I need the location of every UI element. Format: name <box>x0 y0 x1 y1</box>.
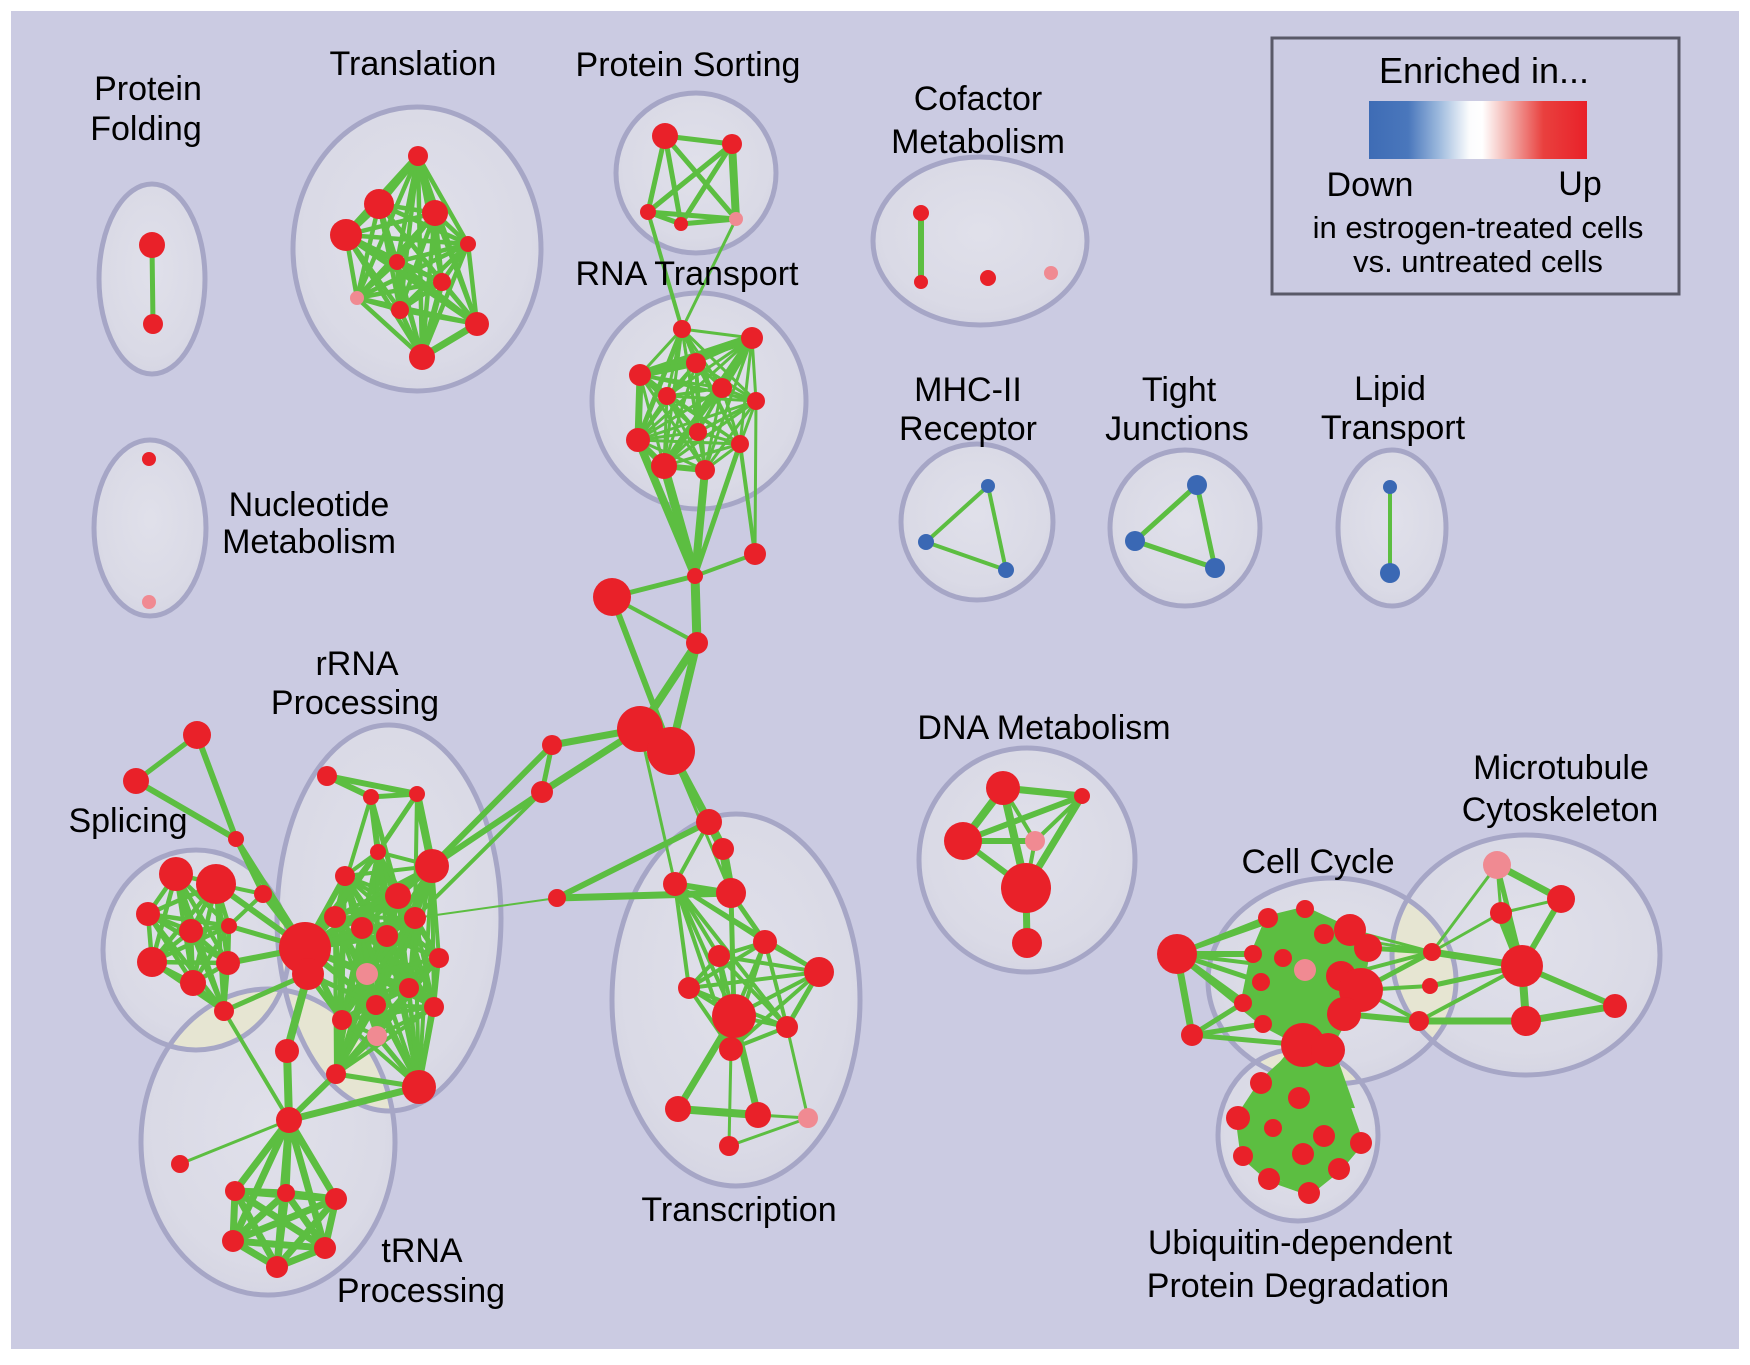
svg-text:Folding: Folding <box>90 110 202 148</box>
svg-text:tRNA: tRNA <box>381 1232 463 1270</box>
svg-text:Cofactor: Cofactor <box>914 80 1043 118</box>
svg-text:Lipid: Lipid <box>1354 370 1426 408</box>
svg-text:Protein: Protein <box>94 70 202 108</box>
svg-text:Cell Cycle: Cell Cycle <box>1241 843 1394 881</box>
svg-text:Protein Degradation: Protein Degradation <box>1147 1267 1449 1305</box>
svg-text:Enriched in...: Enriched in... <box>1379 50 1589 91</box>
svg-text:DNA Metabolism: DNA Metabolism <box>917 709 1170 747</box>
svg-text:in estrogen-treated cells: in estrogen-treated cells <box>1313 210 1644 245</box>
svg-text:Nucleotide: Nucleotide <box>229 486 390 524</box>
svg-text:Transport: Transport <box>1321 409 1466 447</box>
svg-text:Receptor: Receptor <box>899 410 1037 448</box>
svg-text:rRNA: rRNA <box>315 645 398 683</box>
svg-text:Cytoskeleton: Cytoskeleton <box>1462 791 1659 829</box>
svg-text:Ubiquitin-dependent: Ubiquitin-dependent <box>1148 1224 1453 1262</box>
svg-text:MHC-II: MHC-II <box>914 371 1022 409</box>
svg-text:Transcription: Transcription <box>641 1191 836 1229</box>
svg-text:Down: Down <box>1327 166 1414 204</box>
svg-text:Translation: Translation <box>330 45 497 83</box>
svg-text:RNA Transport: RNA Transport <box>576 255 800 293</box>
svg-text:Up: Up <box>1558 165 1601 203</box>
svg-text:Protein Sorting: Protein Sorting <box>576 46 801 84</box>
svg-text:Processing: Processing <box>271 684 439 722</box>
svg-text:Metabolism: Metabolism <box>222 523 396 561</box>
svg-text:Splicing: Splicing <box>68 802 187 840</box>
svg-text:Processing: Processing <box>337 1272 505 1310</box>
svg-text:Tight: Tight <box>1142 371 1217 409</box>
svg-text:Metabolism: Metabolism <box>891 123 1065 161</box>
svg-text:Junctions: Junctions <box>1105 410 1249 448</box>
svg-text:Microtubule: Microtubule <box>1473 749 1649 787</box>
svg-text:vs. untreated cells: vs. untreated cells <box>1353 244 1603 279</box>
